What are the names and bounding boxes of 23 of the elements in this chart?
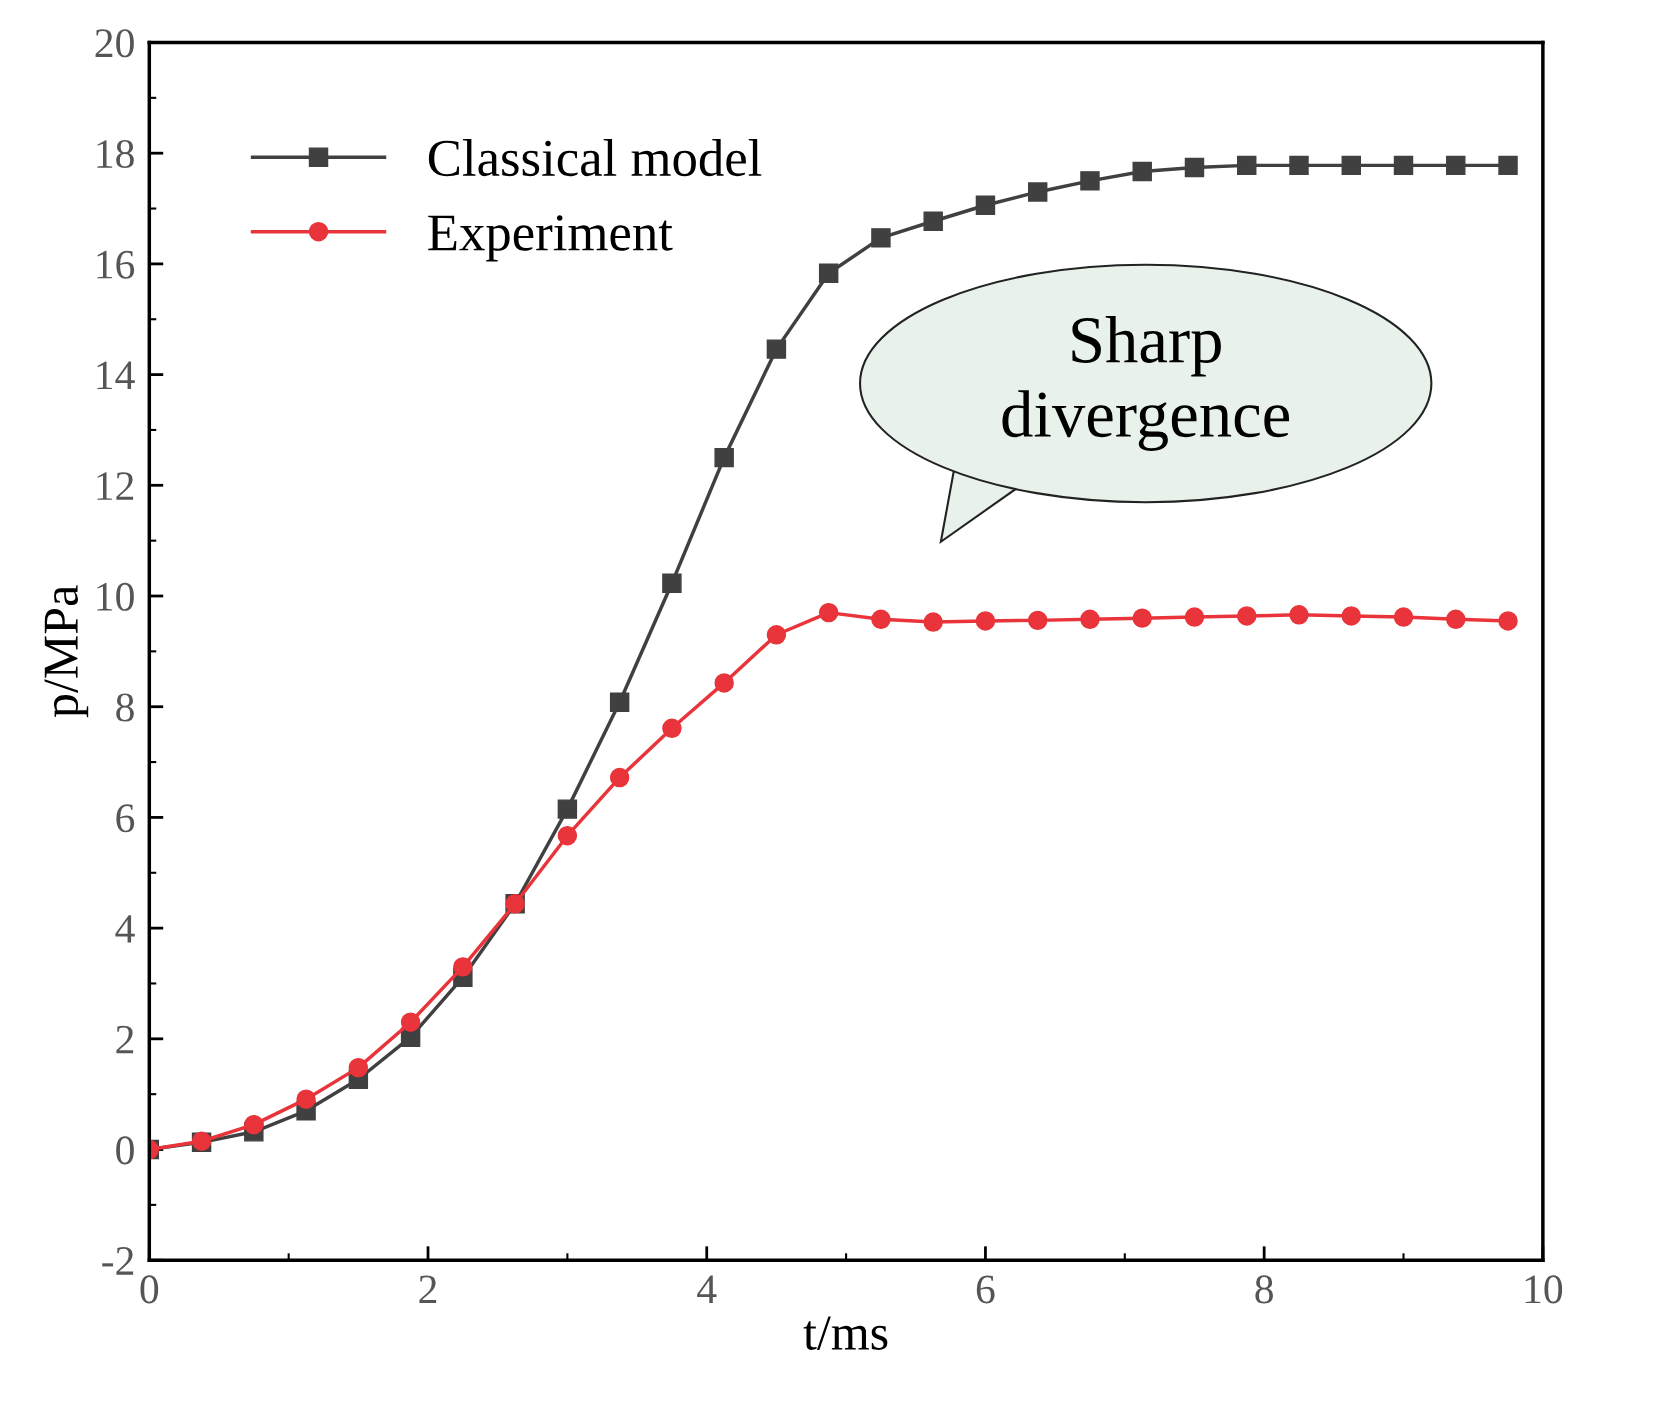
x-tick-label: 4 — [697, 1275, 717, 1304]
y-tick-label: 6 — [116, 804, 135, 833]
x-tick-label: 6 — [976, 1275, 995, 1304]
y-tick-label: 12 — [97, 472, 134, 500]
y-tick-label: 10 — [97, 582, 134, 611]
x-tick-label: 2 — [419, 1275, 437, 1304]
y-tick-label: 20 — [95, 29, 134, 58]
x-tick-label: 8 — [1255, 1275, 1273, 1304]
y-tick-label: 14 — [97, 361, 135, 390]
x-axis-title: t/ms — [803, 1316, 888, 1350]
x-tick-label: 0 — [140, 1275, 159, 1304]
x-tick-label: 10 — [1525, 1275, 1563, 1304]
y-tick-label: -2 — [102, 1247, 134, 1275]
y-tick-label: 8 — [116, 693, 134, 722]
y-tick-label: 2 — [116, 1025, 134, 1054]
y-tick-label: 16 — [97, 250, 135, 279]
y-tick-label: 4 — [115, 915, 135, 943]
annotation: Sharp divergence — [1002, 315, 1290, 451]
y-axis-title: p/MPa — [44, 585, 89, 718]
y-tick-label: 18 — [97, 139, 134, 169]
legend-label: Classical model — [428, 139, 762, 177]
y-tick-label: 0 — [116, 1136, 134, 1165]
legend-label: Experiment — [428, 215, 673, 262]
